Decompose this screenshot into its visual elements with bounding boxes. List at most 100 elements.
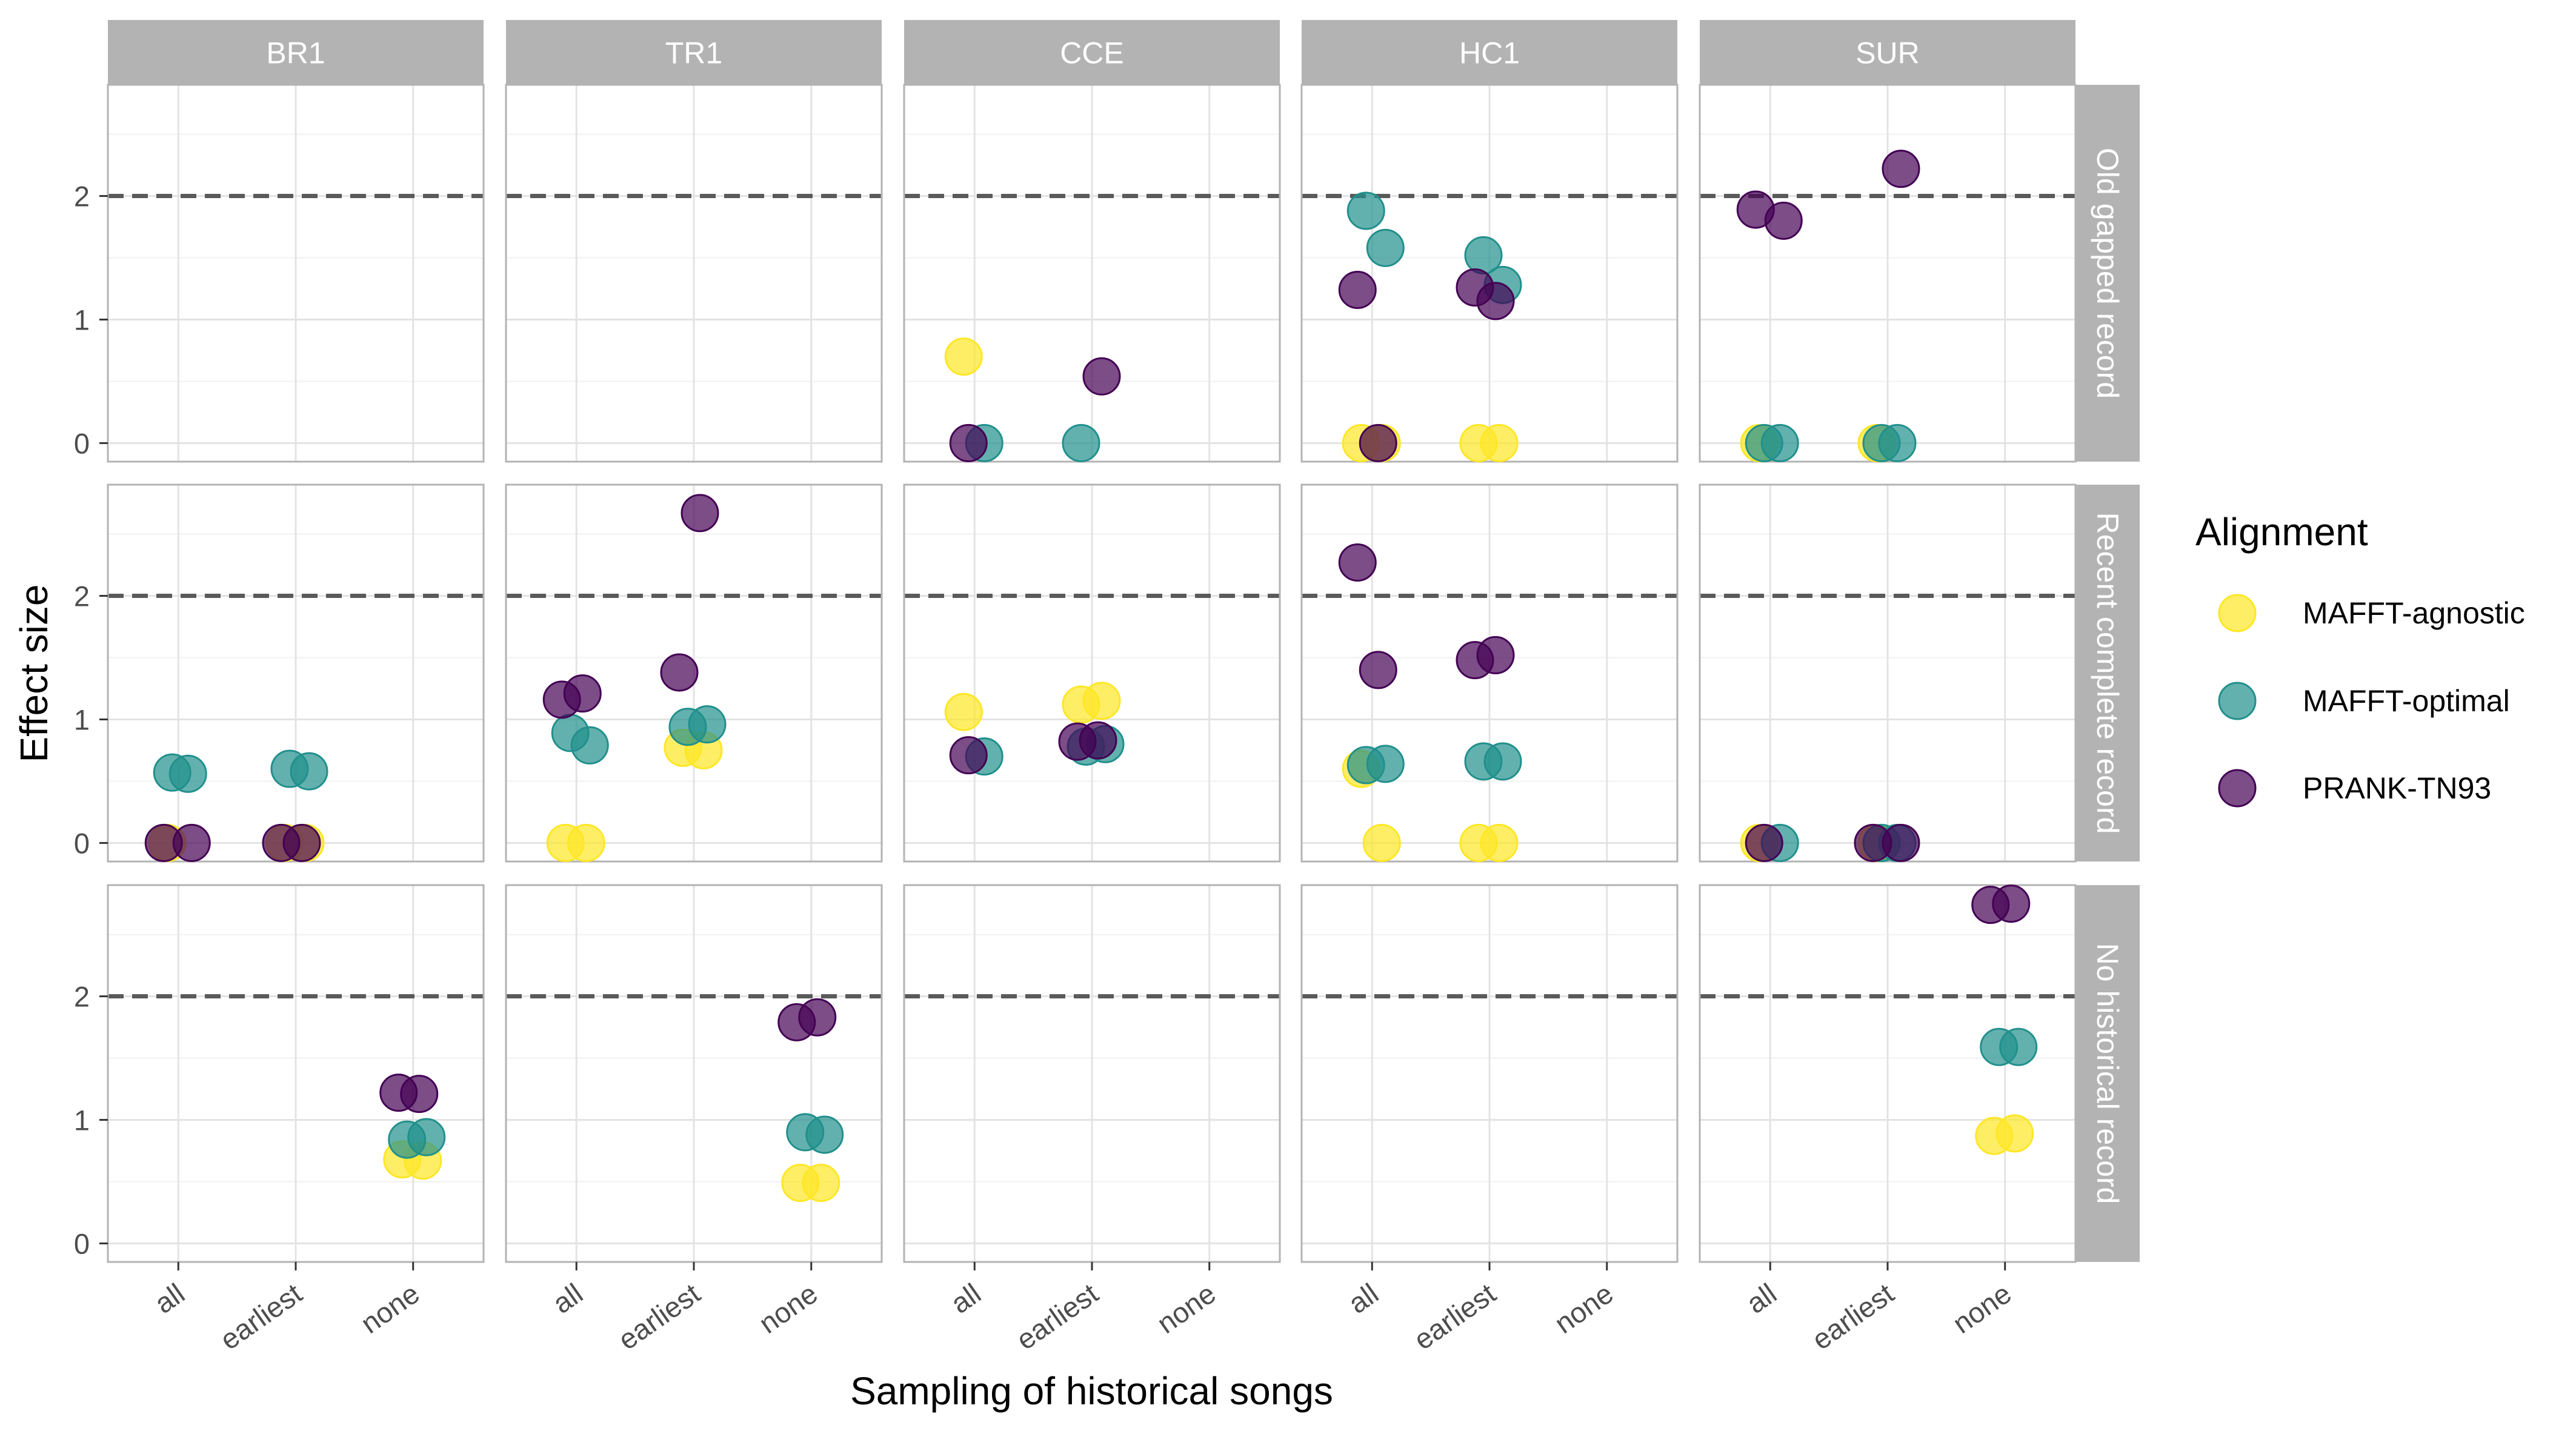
x-tick-label: all xyxy=(945,1277,987,1319)
data-point xyxy=(144,823,183,862)
data-point xyxy=(944,337,983,376)
legend-item-mafft-optimal: MAFFT-optimal xyxy=(2218,682,2510,720)
panel-br1-no-historical-record xyxy=(107,884,485,1263)
strip-label: TR1 xyxy=(665,36,722,70)
panel-border xyxy=(903,483,1281,863)
panel-br1-old-gapped-record xyxy=(107,84,485,463)
strip-background xyxy=(1302,20,1677,85)
x-axis-title: Sampling of historical songs xyxy=(850,1369,1333,1413)
legend-key xyxy=(2218,682,2257,720)
strip-background xyxy=(506,20,882,85)
data-point xyxy=(1999,1027,2038,1066)
panel-cce-no-historical-record xyxy=(903,884,1281,1263)
x-tick-label: earliest xyxy=(612,1277,706,1356)
panel-border xyxy=(505,483,883,863)
data-point xyxy=(563,674,602,713)
data-point xyxy=(1338,271,1377,310)
data-point xyxy=(798,998,837,1037)
data-point xyxy=(1882,150,1920,188)
y-tick-label: 2 xyxy=(74,580,90,612)
strip-cce: CCE xyxy=(904,20,1280,85)
data-point xyxy=(1062,423,1100,462)
data-point xyxy=(400,1075,439,1114)
panel-border xyxy=(107,483,485,863)
strip-sur: SUR xyxy=(1700,20,2075,85)
data-point xyxy=(407,1118,446,1157)
strip-label: No historical record xyxy=(2091,943,2125,1204)
x-tick-label: none xyxy=(753,1277,823,1339)
data-point xyxy=(1338,543,1377,582)
strip-background xyxy=(904,20,1280,85)
x-tick-label: all xyxy=(1740,1277,1782,1319)
data-point xyxy=(1862,423,1901,462)
y-tick-label: 2 xyxy=(74,981,90,1013)
legend-item-mafft-agnostic: MAFFT-agnostic xyxy=(2218,594,2525,632)
data-point xyxy=(949,736,988,775)
x-tick-label: none xyxy=(1151,1277,1221,1339)
data-point xyxy=(1480,823,1519,862)
data-point xyxy=(570,726,609,765)
strip-old-gapped-record: Old gapped record xyxy=(2075,85,2140,462)
x-tick-label: none xyxy=(354,1277,425,1339)
legend-key xyxy=(2218,594,2257,632)
data-point xyxy=(1082,357,1121,396)
y-axis-title: Effect size xyxy=(12,584,56,762)
strip-br1: BR1 xyxy=(108,20,484,85)
data-point xyxy=(1359,651,1397,689)
strip-background xyxy=(2075,485,2140,861)
data-point xyxy=(1362,823,1401,862)
x-tick-label: all xyxy=(148,1277,190,1319)
data-point xyxy=(949,423,988,462)
x-tick-label: earliest xyxy=(1806,1277,1900,1356)
data-point xyxy=(688,705,727,744)
panel-sur-recent-complete-record xyxy=(1699,483,2077,863)
series-prank-tn93 xyxy=(144,150,2031,1114)
x-tick-label: all xyxy=(1342,1277,1384,1319)
y-tick-label: 1 xyxy=(74,1104,90,1136)
strip-recent-complete-record: Recent complete record xyxy=(2075,485,2140,861)
x-tick-label: earliest xyxy=(1408,1277,1502,1356)
strip-label: Recent complete record xyxy=(2091,513,2125,834)
data-point xyxy=(944,692,983,731)
y-tick-label: 1 xyxy=(74,304,90,336)
strip-label: SUR xyxy=(1855,36,1920,70)
data-point xyxy=(1995,1114,2034,1153)
strip-no-historical-record: No historical record xyxy=(2075,885,2140,1262)
data-point xyxy=(1736,190,1775,229)
x-tick-label: all xyxy=(547,1277,588,1319)
x-tick-label: earliest xyxy=(1010,1277,1104,1356)
panel-sur-no-historical-record xyxy=(1699,884,2077,1263)
data-point xyxy=(1992,885,2031,923)
data-point xyxy=(1483,742,1522,781)
panel-cce-recent-complete-record xyxy=(903,483,1281,863)
panel-tr1-no-historical-record xyxy=(505,884,883,1263)
data-point xyxy=(1082,682,1121,720)
data-point xyxy=(1346,191,1385,230)
strip-label: HC1 xyxy=(1459,36,1520,70)
data-point xyxy=(805,1115,844,1154)
x-tick-label: none xyxy=(1946,1277,2017,1339)
panel-hc1-no-historical-record xyxy=(1300,884,1679,1263)
data-point xyxy=(1854,823,1892,862)
strip-background xyxy=(108,20,484,85)
panels-layer xyxy=(107,84,2077,1263)
data-point xyxy=(802,1163,840,1202)
panel-border xyxy=(1300,483,1679,863)
y-tick-label: 2 xyxy=(74,181,90,213)
panel-cce-old-gapped-record xyxy=(903,84,1281,463)
x-tick-label: none xyxy=(1548,1277,1619,1339)
y-tick-label: 0 xyxy=(74,427,90,459)
data-point xyxy=(1476,282,1515,320)
strip-background xyxy=(2075,885,2140,1262)
data-point xyxy=(1079,721,1117,760)
legend-label: MAFFT-optimal xyxy=(2303,684,2510,718)
data-point xyxy=(153,753,191,792)
data-point xyxy=(1480,423,1519,462)
data-point xyxy=(290,752,328,791)
legend-label: MAFFT-agnostic xyxy=(2303,596,2525,630)
legend: Alignment MAFFT-agnostic MAFFT-optimal PRAN… xyxy=(2195,510,2525,808)
data-point xyxy=(282,823,321,862)
data-point xyxy=(681,494,719,533)
panel-sur-old-gapped-record xyxy=(1699,84,2077,463)
y-tick-label: 0 xyxy=(74,827,90,859)
